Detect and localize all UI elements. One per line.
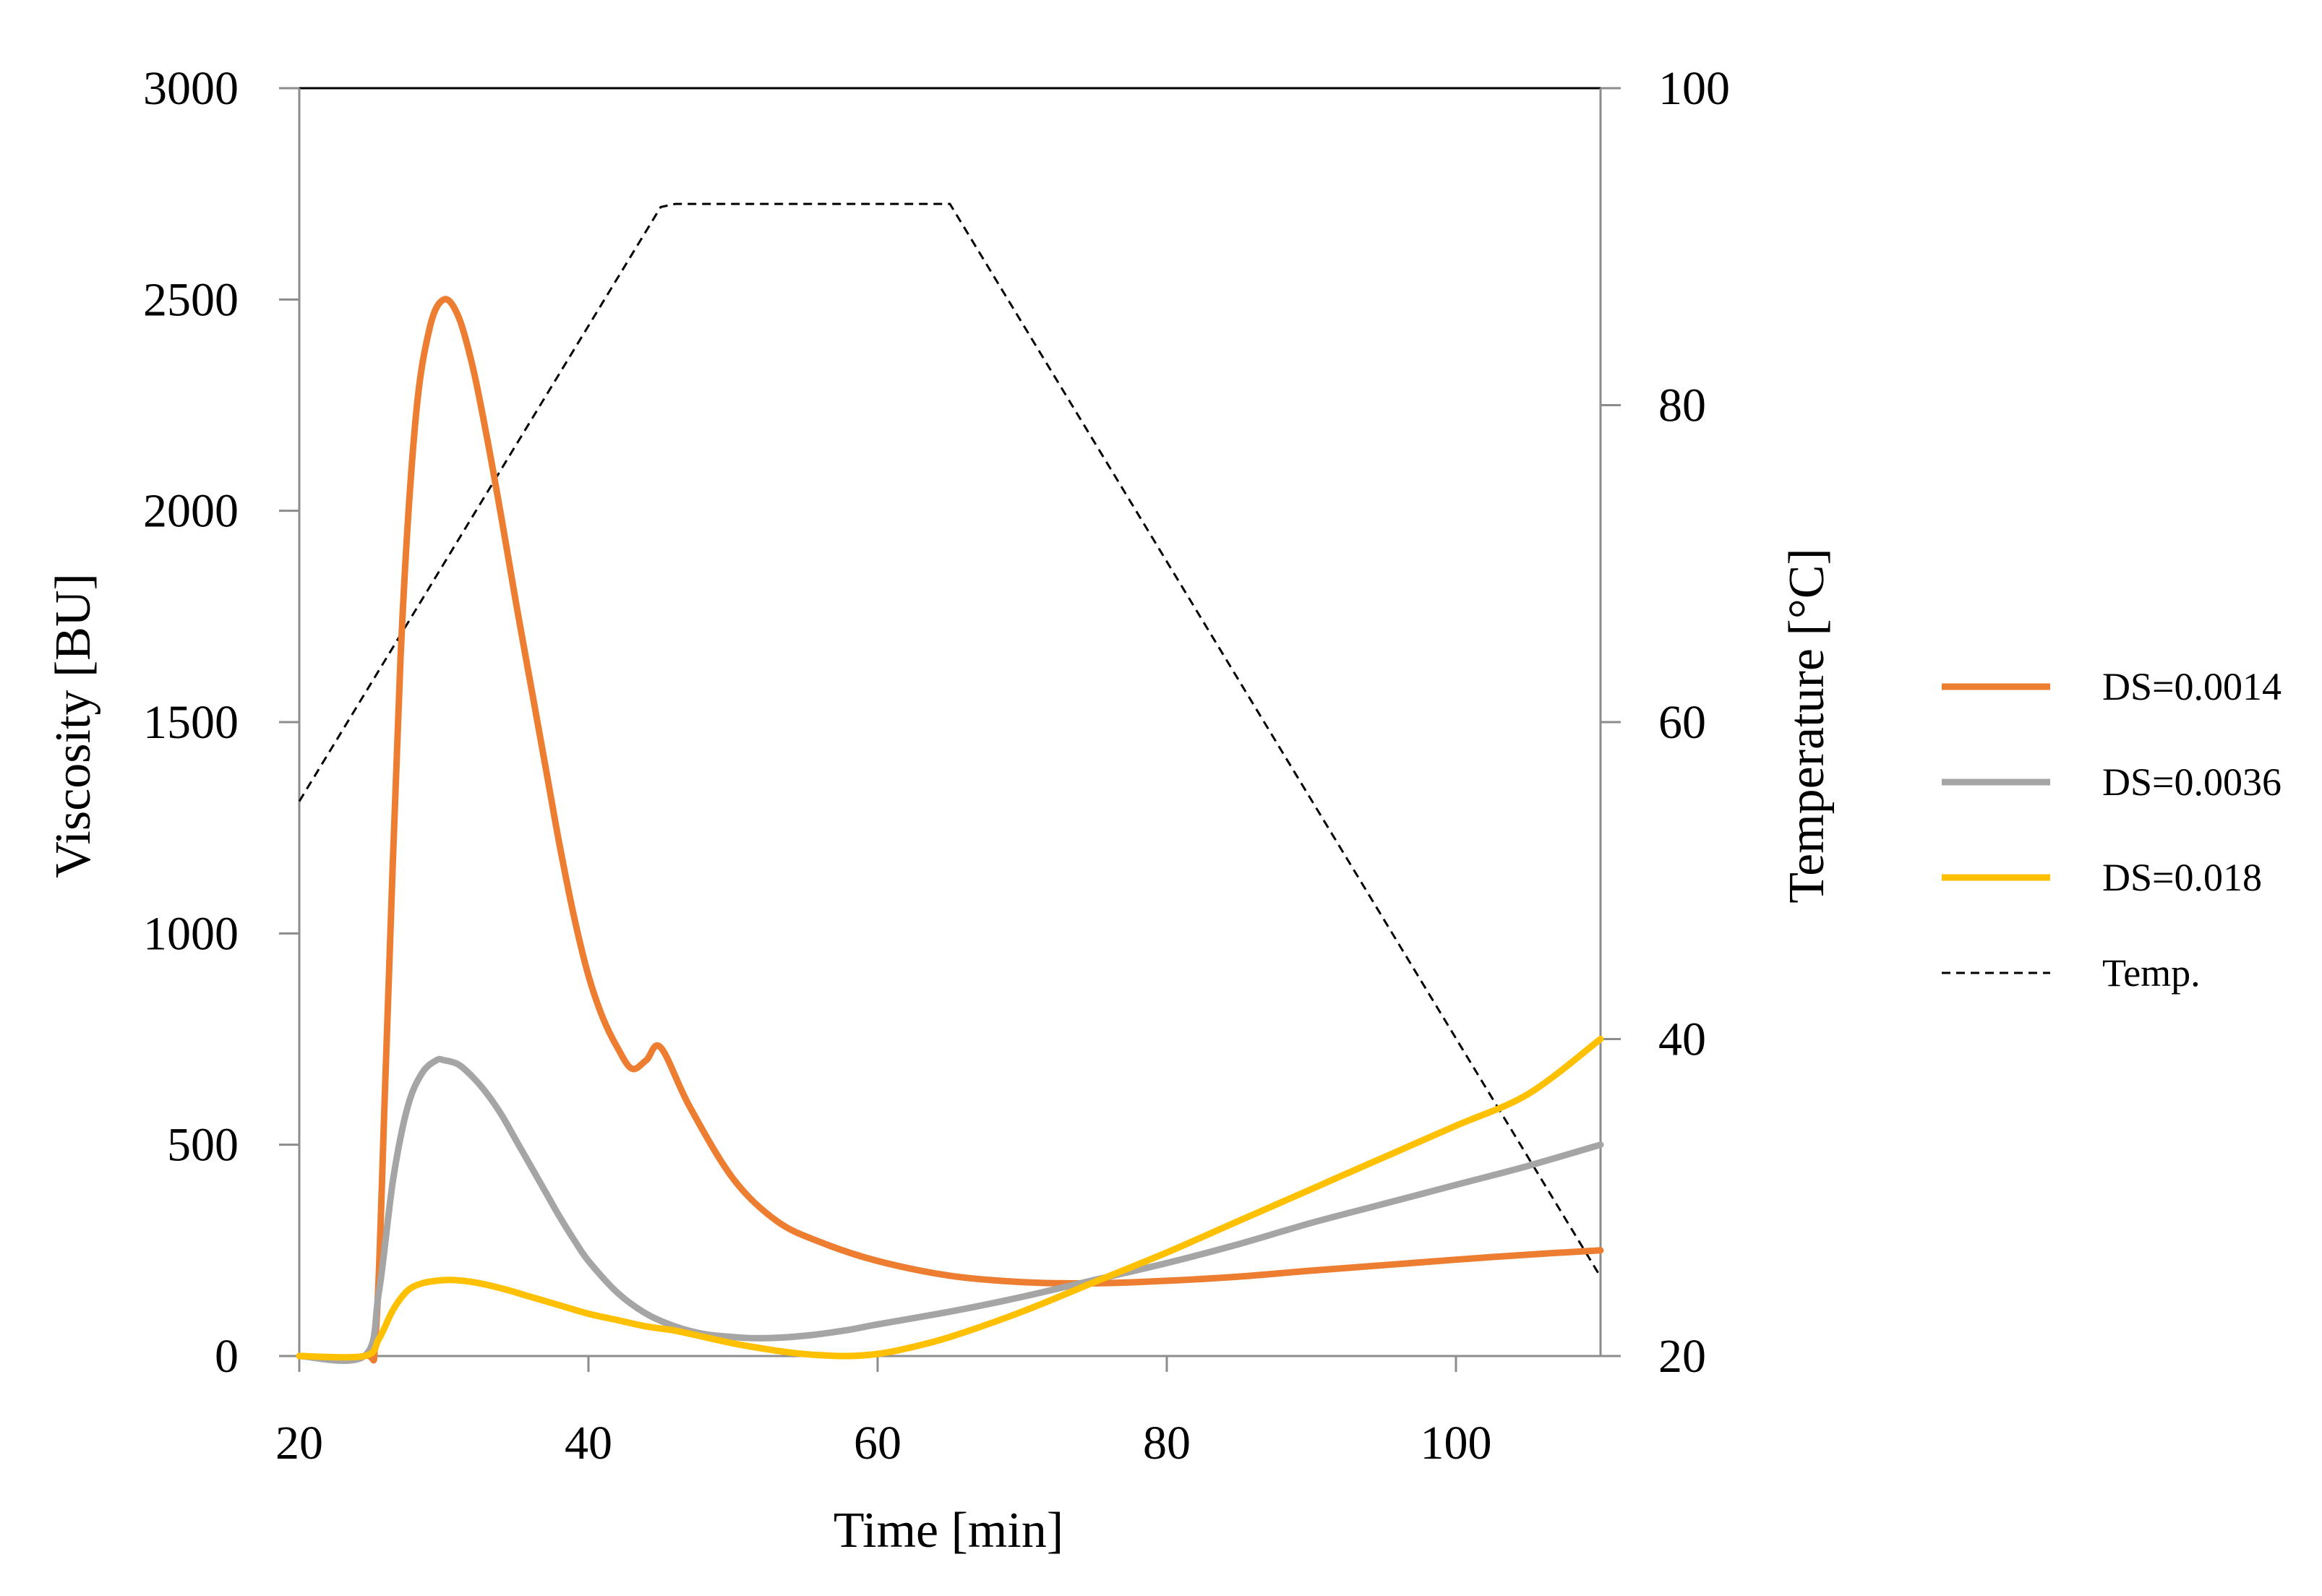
series-line-temp [298,202,1602,1278]
x-tick-label: 60 [854,1417,901,1470]
x-tick-label: 100 [1421,1417,1492,1470]
legend-label-ds-0-0036: DS=0.0036 [2102,760,2282,804]
tick-labels: 20 40 60 80 10005001000150020002500300020406… [143,62,1730,1470]
y-tick-label: 2000 [143,485,239,538]
x-tick-label: 80 [1143,1417,1191,1470]
y2-tick-label: 20 [1658,1330,1706,1383]
y-tick-label: 0 [215,1330,239,1383]
y2-tick-label: 80 [1658,379,1706,432]
y2-tick-label: 40 [1658,1013,1706,1066]
chart-frame [279,87,1621,1372]
series-line-ds-0-018 [296,1036,1604,1361]
y-tick-label: 1500 [143,696,239,749]
series-layer [296,202,1604,1364]
y-tick-label: 1000 [143,907,239,960]
legend-label-ds-0-0014: DS=0.0014 [2102,665,2282,708]
legend-label-ds-0-018: DS=0.018 [2102,856,2262,899]
y2-axis-title: Temperature [°C] [1779,548,1835,903]
legend-label-temp: Temp. [2102,951,2201,995]
y2-tick-label: 100 [1658,62,1730,115]
y-tick-label: 2500 [143,273,239,326]
x-tick-label: 40 [565,1417,612,1470]
y-axis-title: Viscosity [BU] [46,573,101,878]
y-tick-label: 3000 [143,62,239,115]
series-line-ds-0-0014 [296,296,1604,1364]
x-tick-label: 20 [275,1417,323,1470]
x-axis-title: Time [min] [834,1503,1063,1558]
series-line-ds-0-0036 [296,1055,1604,1364]
y2-tick-label: 60 [1658,696,1706,749]
legend: DS=0.0014 DS=0.0036 DS=0.018 Temp. [1942,665,2282,995]
y-tick-label: 500 [167,1119,239,1172]
